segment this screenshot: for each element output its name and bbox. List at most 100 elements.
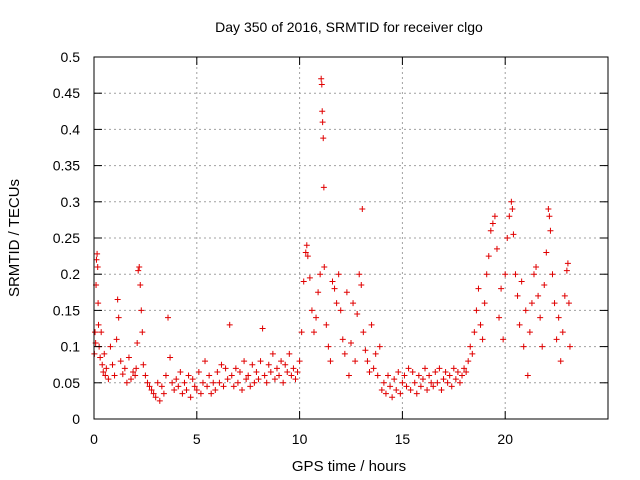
- data-point: [298, 329, 305, 336]
- data-point: [434, 379, 441, 386]
- data-point: [565, 300, 572, 307]
- data-point: [181, 379, 188, 386]
- data-point: [354, 311, 361, 318]
- data-point: [479, 336, 486, 343]
- data-point: [245, 372, 252, 379]
- data-point: [385, 372, 392, 379]
- data-point: [154, 379, 161, 386]
- data-point: [218, 361, 225, 368]
- data-point: [111, 372, 118, 379]
- data-point: [465, 358, 472, 365]
- data-point: [352, 358, 359, 365]
- data-point: [356, 271, 363, 278]
- data-point: [323, 321, 330, 328]
- data-point: [261, 372, 268, 379]
- data-point: [263, 379, 270, 386]
- data-point: [156, 397, 163, 404]
- data-point: [442, 368, 449, 375]
- data-point: [107, 343, 114, 350]
- data-point: [559, 329, 566, 336]
- data-point: [471, 329, 478, 336]
- data-point: [95, 321, 102, 328]
- data-point: [514, 292, 521, 299]
- y-tick-label: 0.2: [61, 266, 81, 282]
- data-point: [236, 368, 243, 375]
- data-point: [271, 376, 278, 383]
- data-point: [549, 271, 556, 278]
- data-point: [432, 368, 439, 375]
- data-point: [171, 387, 178, 394]
- data-point: [313, 314, 320, 321]
- data-point: [144, 379, 151, 386]
- data-point: [99, 361, 106, 368]
- data-point: [473, 307, 480, 314]
- data-point: [165, 314, 172, 321]
- data-point: [493, 245, 500, 252]
- data-point: [489, 220, 496, 227]
- data-point: [389, 394, 396, 401]
- data-point: [136, 263, 143, 270]
- data-point: [139, 329, 146, 336]
- y-tick-label: 0.5: [61, 49, 81, 65]
- data-point: [454, 368, 461, 375]
- data-point: [452, 376, 459, 383]
- data-point: [393, 387, 400, 394]
- data-point: [269, 350, 276, 357]
- data-point: [430, 383, 437, 390]
- data-point: [241, 358, 248, 365]
- data-point: [304, 253, 311, 260]
- data-point: [329, 278, 336, 285]
- data-point: [255, 376, 262, 383]
- data-point: [148, 387, 155, 394]
- data-point: [405, 365, 412, 372]
- data-point: [185, 372, 192, 379]
- data-point: [561, 292, 568, 299]
- data-point: [333, 300, 340, 307]
- data-point: [374, 372, 381, 379]
- data-point: [436, 365, 443, 372]
- data-point: [485, 253, 492, 260]
- data-point: [278, 358, 285, 365]
- data-point: [187, 394, 194, 401]
- data-point: [335, 271, 342, 278]
- data-point: [294, 368, 301, 375]
- data-point: [370, 365, 377, 372]
- data-point: [438, 387, 445, 394]
- y-tick-label: 0.3: [61, 194, 81, 210]
- x-axis-title: GPS time / hours: [292, 458, 406, 475]
- data-point: [428, 379, 435, 386]
- data-point: [547, 227, 554, 234]
- data-point: [97, 354, 104, 361]
- data-point: [208, 390, 215, 397]
- data-point: [512, 271, 519, 278]
- data-point: [232, 365, 239, 372]
- data-point: [526, 329, 533, 336]
- data-point: [459, 372, 466, 379]
- data-point: [296, 358, 303, 365]
- x-tick-label: 5: [193, 431, 201, 447]
- data-point: [308, 307, 315, 314]
- data-point: [475, 285, 482, 292]
- data-point: [359, 206, 366, 213]
- data-point: [535, 292, 542, 299]
- data-point: [128, 376, 135, 383]
- data-point: [259, 325, 266, 332]
- data-point: [378, 387, 385, 394]
- data-point: [243, 376, 250, 383]
- data-point: [109, 361, 116, 368]
- data-point: [152, 394, 159, 401]
- data-point: [446, 372, 453, 379]
- data-point: [461, 365, 468, 372]
- data-point: [419, 376, 426, 383]
- data-point: [113, 336, 120, 343]
- data-point: [288, 372, 295, 379]
- data-point: [286, 350, 293, 357]
- data-point: [310, 329, 317, 336]
- data-point: [366, 368, 373, 375]
- data-point: [273, 365, 280, 372]
- data-point: [247, 383, 254, 390]
- data-point: [382, 390, 389, 397]
- data-point: [94, 263, 101, 270]
- data-point: [146, 383, 153, 390]
